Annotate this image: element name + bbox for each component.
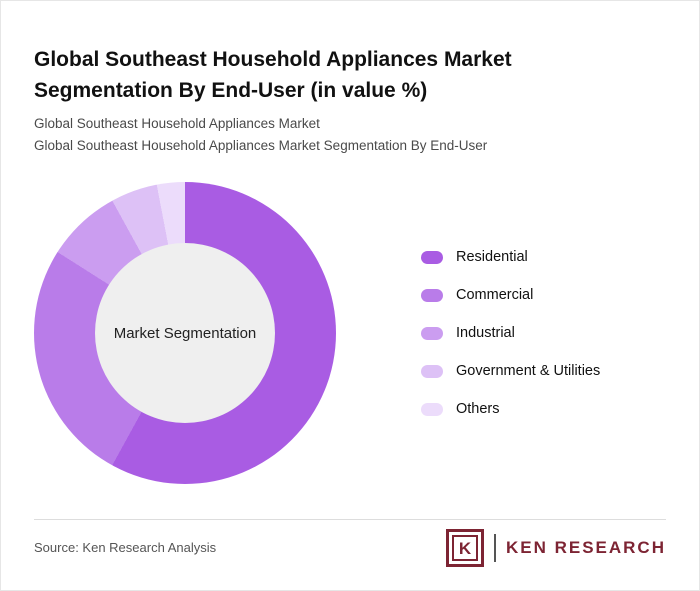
ken-research-logo: K KEN RESEARCH — [445, 529, 666, 567]
footer-divider — [34, 519, 666, 520]
logo-separator — [493, 534, 496, 562]
legend-label: Residential — [456, 249, 528, 265]
legend-swatch-icon — [421, 326, 443, 340]
legend-item: Residential — [421, 247, 600, 267]
legend-label: Others — [456, 401, 500, 417]
legend-swatch-icon — [421, 402, 443, 416]
subtitle-line-1: Global Southeast Household Appliances Ma… — [34, 116, 320, 131]
source-text: Source: Ken Research Analysis — [34, 540, 217, 555]
logo-letter: K — [458, 538, 472, 558]
logo-mark-inner: K — [451, 535, 478, 561]
legend-swatch-icon — [421, 288, 443, 302]
donut-center: Market Segmentation — [95, 243, 275, 423]
legend-swatch-icon — [421, 364, 443, 378]
legend-swatch-icon — [421, 250, 443, 264]
subtitle-block: Global Southeast Household Appliances Ma… — [34, 113, 487, 158]
subtitle-line-2: Global Southeast Household Appliances Ma… — [34, 138, 488, 154]
logo-wordmark: KEN RESEARCH — [505, 538, 666, 557]
legend-item: Government & Utilities — [421, 361, 600, 381]
legend-item: Commercial — [421, 285, 600, 305]
donut-chart: Market Segmentation — [34, 182, 336, 484]
legend-label: Government & Utilities — [456, 363, 601, 379]
donut-center-label: Market Segmentation — [113, 324, 257, 342]
logo-mark-icon: K — [445, 529, 484, 567]
legend-label: Industrial — [456, 325, 515, 341]
page-title: Global Southeast Household Appliances Ma… — [34, 48, 512, 102]
legend-item: Industrial — [421, 323, 600, 343]
legend: Residential Commercial Industrial Governmen… — [421, 247, 600, 437]
legend-item: Others — [421, 399, 600, 419]
legend-label: Commercial — [456, 287, 534, 303]
